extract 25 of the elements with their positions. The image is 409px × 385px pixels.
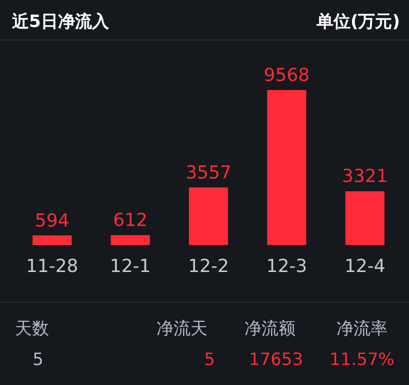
x-tick-label: 11-28 bbox=[26, 256, 78, 277]
bar bbox=[110, 235, 150, 245]
text: 净流额 bbox=[244, 319, 296, 339]
data-label: 594 bbox=[34, 210, 70, 232]
text: 单位(万元) bbox=[315, 12, 400, 32]
data-label: 3557 bbox=[186, 162, 232, 184]
text: 5 bbox=[32, 350, 44, 370]
text: 17653 bbox=[248, 350, 304, 370]
x-tick-label: 12-4 bbox=[344, 256, 386, 277]
x-tick-label: 12-1 bbox=[110, 256, 151, 277]
chart-title: 近5日净流入 bbox=[11, 12, 110, 32]
data-label: 612 bbox=[113, 210, 148, 232]
data-label: 3321 bbox=[342, 166, 388, 188]
bar bbox=[267, 90, 306, 245]
x-tick-label: 12-3 bbox=[266, 256, 308, 277]
text: 净流天 bbox=[156, 319, 208, 339]
bar bbox=[345, 191, 384, 245]
bar bbox=[32, 235, 72, 245]
x-tick-label: 12-2 bbox=[188, 256, 229, 277]
text: 天数 bbox=[15, 319, 49, 339]
data-label: 9568 bbox=[264, 65, 310, 86]
text: 5 bbox=[204, 350, 215, 370]
text: 净流率 bbox=[336, 319, 388, 339]
text: 11.57% bbox=[330, 350, 394, 370]
bar bbox=[188, 187, 228, 245]
